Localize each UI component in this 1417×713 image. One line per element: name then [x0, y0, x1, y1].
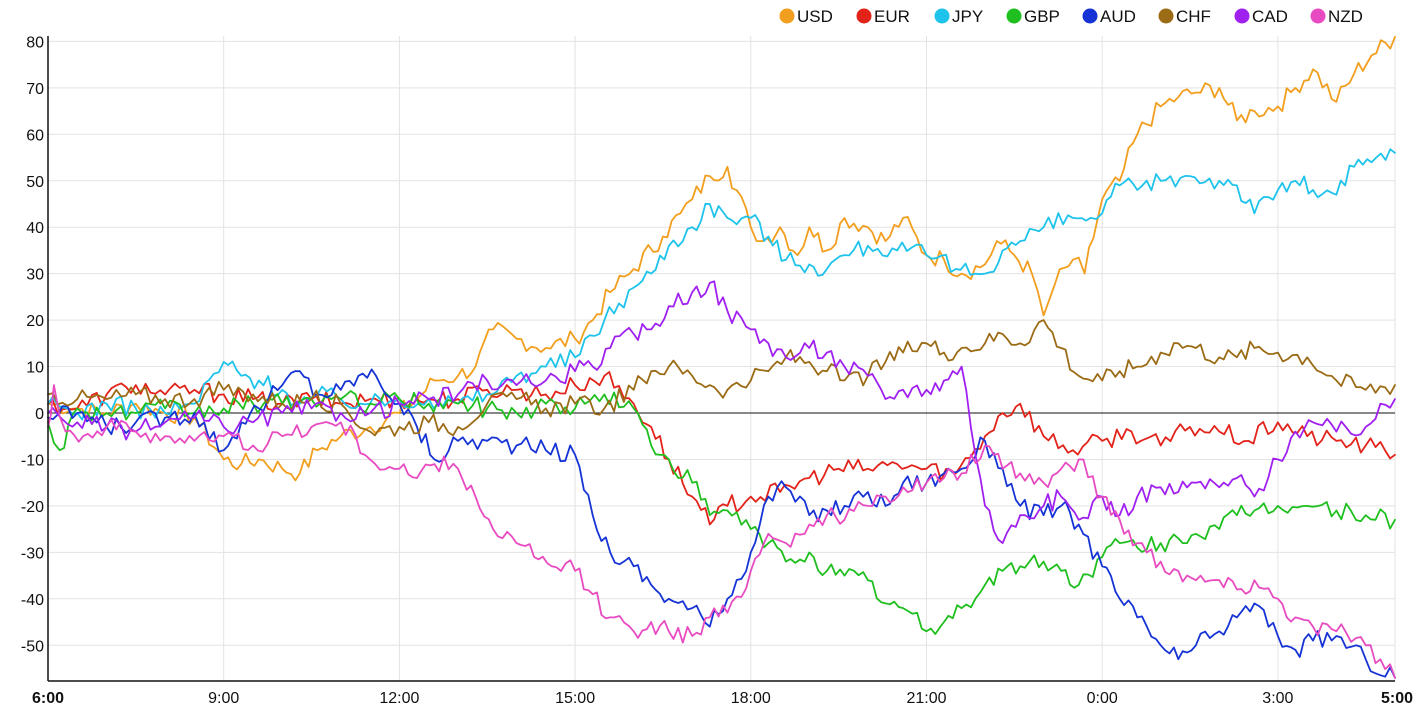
legend-swatch — [1082, 8, 1098, 24]
series-line-eur — [47, 371, 1396, 526]
series-line-jpy — [47, 148, 1396, 421]
series-line-gbp — [47, 390, 1396, 635]
series-line-chf — [47, 319, 1396, 437]
series-line-nzd — [47, 384, 1396, 679]
x-tick-label: 18:00 — [731, 690, 771, 707]
legend-swatch — [856, 8, 872, 24]
legend-item-chf[interactable]: CHF — [1158, 7, 1211, 26]
legend: USD EUR JPY GBP AUD CHF CAD NZD — [779, 7, 1363, 26]
y-tick-label: 70 — [26, 81, 44, 98]
x-tick-label: 21:00 — [906, 690, 946, 707]
y-tick-label: 80 — [26, 34, 44, 51]
legend-item-gbp[interactable]: GBP — [1006, 7, 1060, 26]
legend-swatch — [1234, 8, 1250, 24]
y-tick-label: 50 — [26, 174, 44, 191]
grid — [47, 36, 1396, 681]
y-tick-label: 30 — [26, 267, 44, 284]
x-tick-label: 3:00 — [1262, 690, 1293, 707]
series-line-aud — [47, 368, 1396, 679]
y-tick-label: 0 — [35, 406, 44, 423]
series-lines — [47, 35, 1396, 679]
legend-item-aud[interactable]: AUD — [1082, 7, 1136, 26]
y-tick-label: 10 — [26, 360, 44, 377]
axes — [47, 36, 1395, 682]
legend-item-usd[interactable]: USD — [779, 7, 833, 26]
series-line-usd — [47, 35, 1396, 482]
y-tick-label: 20 — [26, 313, 44, 330]
legend-swatch — [934, 8, 950, 24]
y-tick-label: 60 — [26, 127, 44, 144]
x-tick-label: 5:00 — [1381, 690, 1413, 707]
legend-swatch — [779, 8, 795, 24]
legend-label: EUR — [874, 7, 910, 26]
y-tick-label: -50 — [21, 638, 44, 655]
series-line-cad — [47, 280, 1396, 544]
legend-label: JPY — [952, 7, 983, 26]
x-tick-label: 6:00 — [32, 690, 64, 707]
legend-label: GBP — [1024, 7, 1060, 26]
y-tick-label: 40 — [26, 220, 44, 237]
y-tick-label: -30 — [21, 545, 44, 562]
legend-label: AUD — [1100, 7, 1136, 26]
legend-item-cad[interactable]: CAD — [1234, 7, 1288, 26]
x-tick-label: 15:00 — [555, 690, 595, 707]
legend-item-eur[interactable]: EUR — [856, 7, 910, 26]
legend-label: NZD — [1328, 7, 1363, 26]
y-tick-label: -20 — [21, 499, 44, 516]
legend-item-jpy[interactable]: JPY — [934, 7, 984, 26]
y-tick-label: -40 — [21, 592, 44, 609]
legend-label: USD — [797, 7, 833, 26]
y-tick-labels: 80 70 60 50 40 30 20 10 0 -10 -20 -30 -40 -50 — [21, 34, 44, 655]
y-tick-label: -10 — [21, 452, 44, 469]
legend-swatch — [1006, 8, 1022, 24]
legend-swatch — [1310, 8, 1326, 24]
x-tick-label: 9:00 — [208, 690, 239, 707]
legend-item-nzd[interactable]: NZD — [1310, 7, 1363, 26]
x-tick-label: 0:00 — [1087, 690, 1118, 707]
legend-label: CHF — [1176, 7, 1211, 26]
x-tick-labels: 6:00 9:00 12:00 15:00 18:00 21:00 0:00 3:00 5:00 — [32, 690, 1413, 707]
legend-label: CAD — [1252, 7, 1288, 26]
x-tick-label: 12:00 — [379, 690, 419, 707]
legend-swatch — [1158, 8, 1174, 24]
